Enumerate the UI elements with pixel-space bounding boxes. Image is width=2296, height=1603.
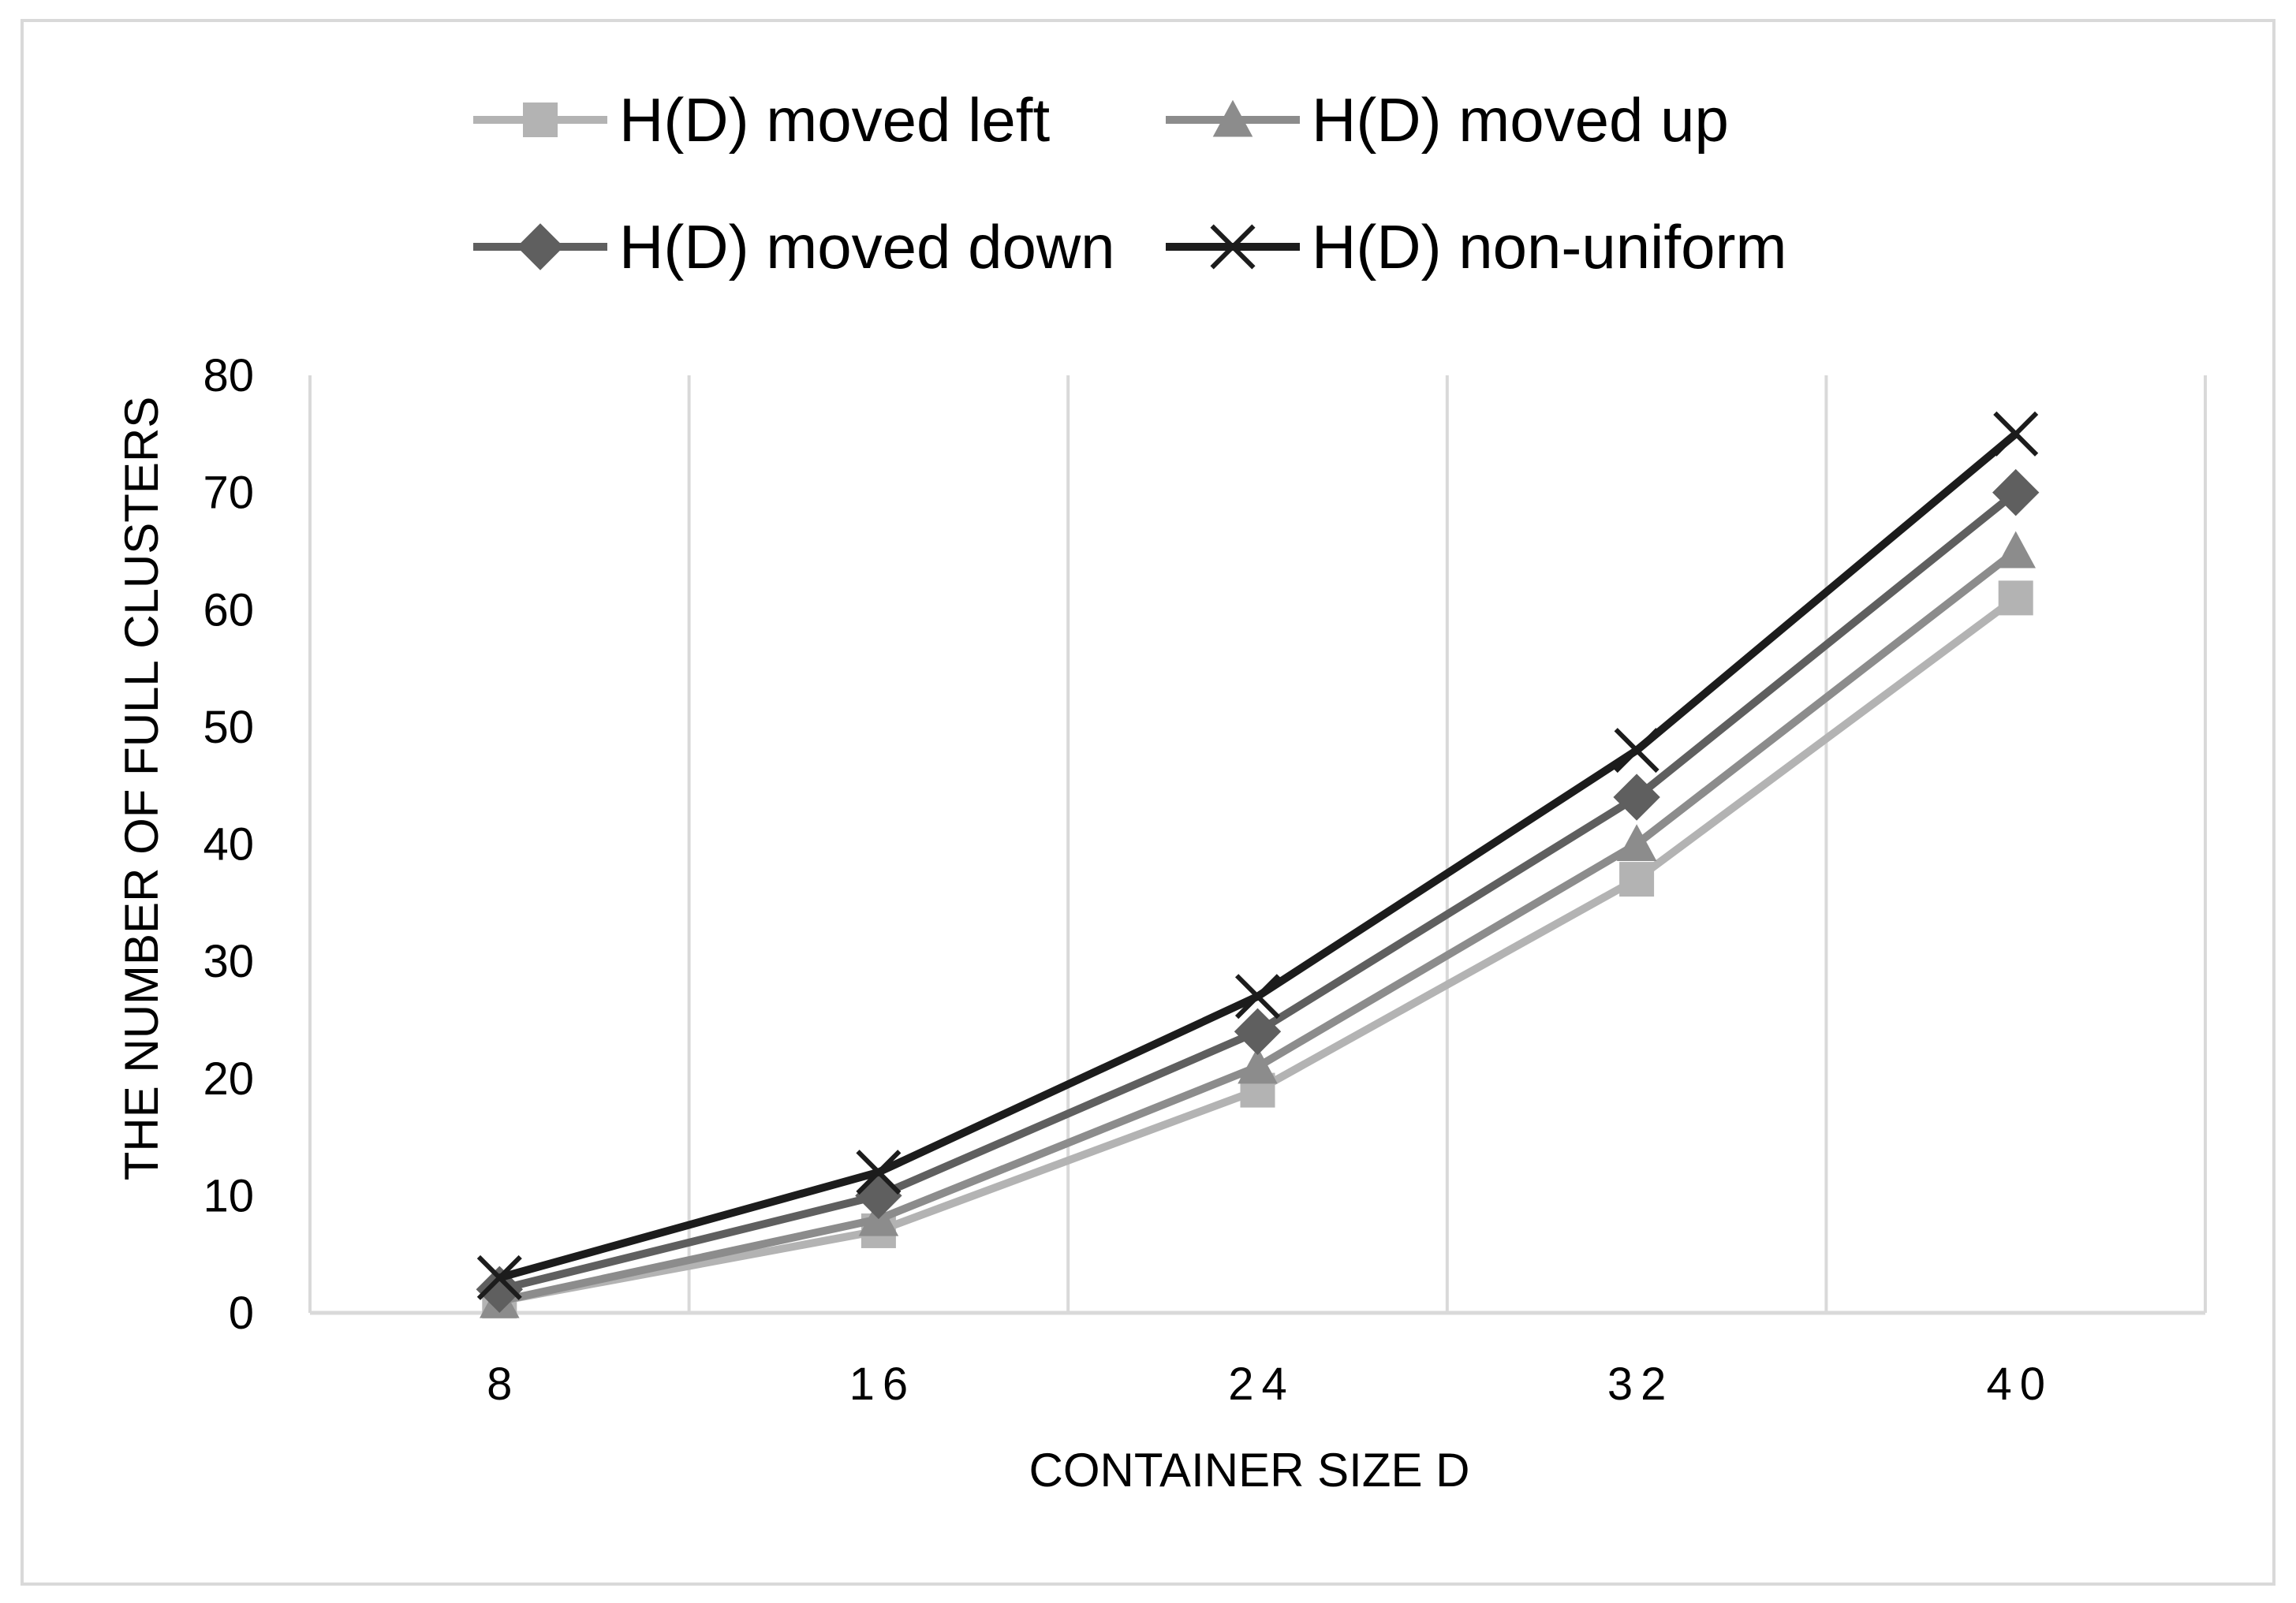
data-point-triangle (1238, 1046, 1278, 1084)
data-point-x (1993, 411, 2039, 457)
x-tick-label: 8 (487, 1359, 520, 1410)
x-tick-label: 16 (849, 1359, 917, 1410)
legend: H(D) moved left H(D) moved up H(D) moved d… (473, 85, 1786, 281)
data-point-diamond (476, 1266, 523, 1313)
legend-label: H(D) moved up (1312, 85, 1729, 155)
x-axis-title: CONTAINER SIZE D (1029, 1444, 1470, 1497)
data-point-diamond (1234, 1008, 1282, 1055)
x-tick-label: 24 (1228, 1359, 1295, 1410)
y-tick-label: 10 (203, 1170, 254, 1221)
data-point-x (476, 1254, 522, 1300)
legend-item: H(D) non-uniform (1166, 212, 1786, 281)
y-axis-title: THE NUMBER OF FULL CLUSTERS (115, 397, 168, 1181)
legend-label: H(D) moved left (619, 85, 1050, 155)
data-point-x (1210, 224, 1256, 270)
data-point-x (1234, 974, 1281, 1020)
y-tick-label: 50 (203, 702, 254, 753)
x-tick-label: 40 (1986, 1359, 2053, 1410)
grid (308, 375, 2207, 1313)
series-x (476, 411, 2039, 1300)
data-point-triangle (1212, 99, 1253, 137)
data-point-x (856, 1150, 902, 1195)
legend-item: H(D) moved left (473, 85, 1050, 155)
y-tick-label: 70 (203, 468, 254, 519)
data-point-triangle (1616, 824, 1657, 862)
legend-item: H(D) moved down (473, 212, 1115, 281)
data-point-square (1998, 580, 2033, 616)
data-point-triangle (1995, 531, 2036, 569)
series-diamond (476, 468, 2040, 1313)
legend-label: H(D) moved down (619, 212, 1115, 281)
data-point-square (1619, 862, 1655, 897)
data-point-square (523, 103, 558, 137)
data-point-x (1614, 728, 1659, 774)
chart-border (21, 19, 2275, 1586)
y-tick-label: 20 (203, 1053, 254, 1105)
axes: 0 10 20 30 40 50 60 70 80 8 16 24 32 40 (203, 350, 2205, 1410)
y-tick-label: 80 (203, 350, 254, 401)
data-point-diamond (517, 223, 564, 270)
legend-item: H(D) moved up (1166, 85, 1729, 155)
legend-label: H(D) non-uniform (1312, 212, 1786, 281)
series-group (476, 411, 2040, 1319)
x-tick-label: 32 (1607, 1359, 1674, 1410)
y-tick-label: 0 (229, 1288, 254, 1339)
data-point-diamond (1613, 774, 1660, 821)
y-tick-label: 60 (203, 584, 254, 636)
y-tick-label: 30 (203, 936, 254, 987)
data-point-diamond (1992, 468, 2040, 516)
y-tick-label: 40 (203, 819, 254, 870)
